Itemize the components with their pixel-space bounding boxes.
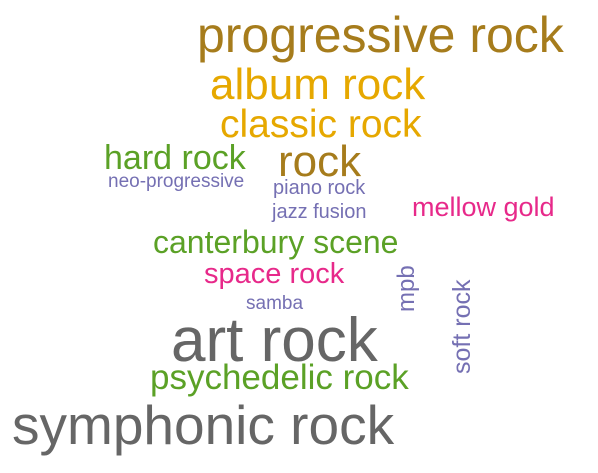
- word-rock: rock: [278, 137, 362, 186]
- word-canterbury-scene: canterbury scene: [153, 224, 399, 260]
- word-jazz-fusion: jazz fusion: [272, 201, 367, 223]
- word-samba: samba: [246, 293, 304, 314]
- word-mellow-gold: mellow gold: [412, 192, 555, 222]
- word-psychedelic-rock: psychedelic rock: [150, 358, 409, 397]
- word-neo-progressive: neo-progressive: [108, 171, 245, 192]
- word-soft-rock: soft rock: [448, 279, 476, 374]
- word-art-rock: art rock: [171, 306, 378, 375]
- word-hard-rock: hard rock: [104, 139, 246, 177]
- word-space-rock: space rock: [204, 258, 345, 290]
- word-piano-rock: piano rock: [273, 177, 366, 199]
- word-album-rock: album rock: [210, 60, 426, 109]
- word-symphonic-rock: symphonic rock: [12, 394, 395, 456]
- word-progressive-rock: progressive rock: [197, 7, 564, 63]
- word-classic-rock: classic rock: [220, 103, 422, 146]
- word-mpb: mpb: [393, 265, 420, 312]
